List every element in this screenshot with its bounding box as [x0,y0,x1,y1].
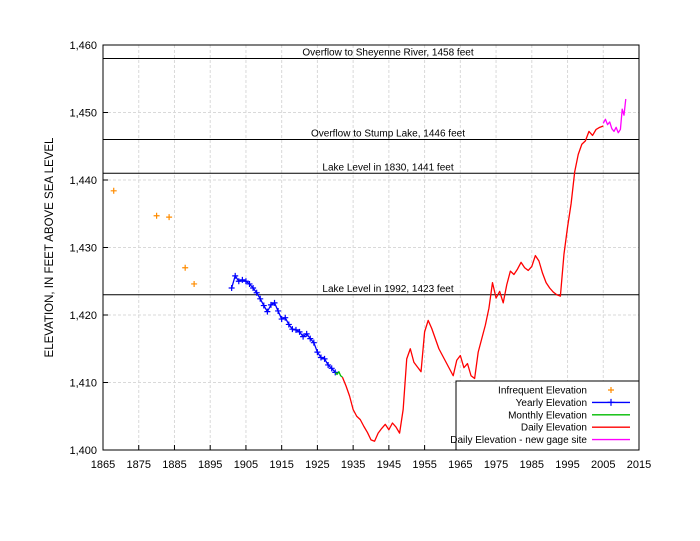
data-point-yearly-elevation-24 [314,349,321,356]
legend-label-daily-elevation-new-gage-site: Daily Elevation - new gage site [450,435,587,446]
y-tick-label-1-450: 1,450 [69,108,97,120]
data-point-infrequent-elevation-0 [110,187,117,194]
data-point-yearly-elevation-10 [264,308,271,315]
legend-box [455,380,640,451]
data-point-yearly-elevation-5 [246,280,253,287]
series-daily-elevation-new-gage-site [602,98,627,134]
x-tick-label-1925: 1925 [305,459,329,471]
legend-label-daily-elevation: Daily Elevation [521,423,587,434]
data-point-yearly-elevation-0 [228,285,235,291]
series-daily-elevation [341,125,604,442]
legend-label-monthly-elevation: Monthly Elevation [508,410,587,421]
data-point-yearly-elevation-14 [278,316,285,323]
tick-labels: 1865 1875 1885 1895 1905 1915 1925 1935 1945 1955… [69,40,651,471]
reference-label-1446: Overflow to Stump Lake, 1446 feet [311,129,465,140]
reference-label-1423: Lake Level in 1992, 1423 feet [322,284,453,295]
y-tick-label-1-460: 1,460 [69,40,97,52]
data-point-yearly-elevation-13 [275,307,282,314]
y-axis-title: ELEVATION, IN FEET ABOVE SEA LEVEL [44,137,56,357]
legend-label-infrequent-elevation: Infrequent Elevation [498,386,587,397]
data-point-yearly-elevation-8 [257,295,264,302]
x-tick-label-1965: 1965 [448,459,472,471]
x-tick-label-1985: 1985 [520,459,544,471]
y-tick-label-1-430: 1,430 [69,243,97,255]
data-point-yearly-elevation-28 [328,365,335,372]
data-point-yearly-elevation-11 [267,301,274,308]
data-point-yearly-elevation-2 [235,278,242,285]
legend-label-yearly-elevation: Yearly Elevation [516,398,587,409]
data-point-yearly-elevation-21 [303,330,310,337]
x-tick-label-1995: 1995 [555,459,579,471]
data-point-infrequent-elevation-3 [182,264,189,271]
data-point-yearly-elevation-26 [321,355,328,362]
x-tick-label-1885: 1885 [162,459,186,471]
data-point-yearly-elevation-22 [307,335,314,342]
data-point-yearly-elevation-23 [310,339,317,346]
reference-label-1458: Overflow to Sheyenne River, 1458 feet [302,48,473,59]
x-tick-label-1875: 1875 [126,459,150,471]
data-point-infrequent-elevation-1 [153,212,160,219]
data-point-yearly-elevation-16 [285,321,292,328]
y-tick-label-1-420: 1,420 [69,310,97,322]
data-point-infrequent-elevation-4 [191,280,198,287]
data-point-yearly-elevation-17 [289,326,296,333]
data-point-yearly-elevation-1 [232,272,239,279]
y-tick-label-1-400: 1,400 [69,445,97,457]
series-line-monthly-elevation [334,371,343,378]
reference-label-1441: Lake Level in 1830, 1441 feet [322,162,453,173]
data-point-yearly-elevation-25 [317,354,324,361]
x-tick-label-1905: 1905 [234,459,258,471]
series-yearly-elevation [228,272,339,376]
x-tick-label-1865: 1865 [91,459,115,471]
data-point-yearly-elevation-9 [260,302,267,309]
data-point-yearly-elevation-15 [282,314,289,321]
series-line-daily-elevation-new-gage-site [602,98,627,134]
data-point-yearly-elevation-3 [239,276,246,283]
series-line-daily-elevation [341,125,604,442]
x-tick-label-1935: 1935 [341,459,365,471]
series-layer [110,98,627,442]
reference-lines: Overflow to Sheyenne River, 1458 feet Ove… [103,48,639,296]
data-point-yearly-elevation-29 [332,369,339,376]
data-point-yearly-elevation-4 [242,278,249,285]
data-point-yearly-elevation-6 [250,285,257,291]
y-tick-label-1-440: 1,440 [69,175,97,187]
data-point-yearly-elevation-12 [271,299,278,306]
legend-marker-yearly-elevation [607,398,615,406]
data-point-infrequent-elevation-2 [166,214,173,221]
data-point-yearly-elevation-20 [300,333,307,340]
x-tick-label-2015: 2015 [627,459,651,471]
x-tick-label-2005: 2005 [591,459,615,471]
x-tick-label-1895: 1895 [198,459,222,471]
x-tick-label-1915: 1915 [269,459,293,471]
data-point-yearly-elevation-18 [292,326,299,333]
x-tick-label-1955: 1955 [412,459,436,471]
series-infrequent-elevation [110,187,198,287]
y-tick-label-1-410: 1,410 [69,378,97,390]
legend-swatch-infrequent-elevation [608,387,614,393]
data-point-yearly-elevation-27 [325,361,332,368]
x-tick-label-1975: 1975 [484,459,508,471]
data-point-yearly-elevation-19 [296,328,303,335]
data-point-yearly-elevation-7 [253,289,260,296]
x-tick-label-1945: 1945 [377,459,401,471]
series-monthly-elevation [334,371,343,378]
